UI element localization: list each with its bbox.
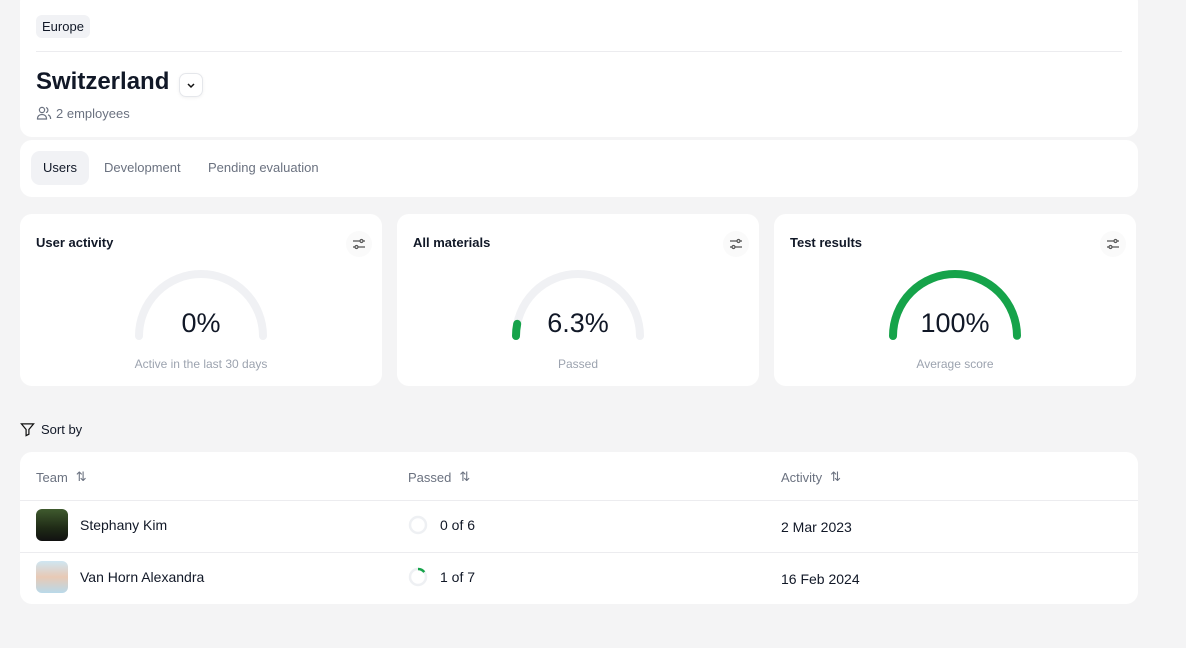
tab-bar: Users Development Pending evaluation [20,140,1138,197]
divider [36,51,1122,52]
title-dropdown-button[interactable] [179,73,203,97]
stat-subtitle: Passed [557,357,599,371]
gauge [512,270,644,340]
filter-icon [20,423,35,437]
avatar [36,509,68,541]
activity-date: 2 Mar 2023 [781,519,852,535]
stat-title: All materials [413,235,491,250]
settings-sliders-icon[interactable] [723,231,749,257]
tab-users[interactable]: Users [31,151,89,185]
stat-subtitle: Average score [916,357,994,371]
users-icon [36,106,52,120]
sort-arrows-icon: ⇅ [75,469,87,484]
table-row[interactable]: Van Horn Alexandra 1 of 7 16 Feb 2024 [20,552,1138,604]
stat-card: All materials 6.3% Passed [397,214,759,386]
table-row[interactable]: Stephany Kim 0 of 6 2 Mar 2023 [20,500,1138,552]
gauge-fill [889,270,1021,340]
gauge-track [512,270,644,340]
activity-date: 16 Feb 2024 [781,571,860,587]
progress-ring [408,567,428,587]
user-name: Stephany Kim [80,517,168,533]
stat-title: User activity [36,235,114,250]
header-card: Europe Switzerland 2 employees [20,0,1138,137]
user-name: Van Horn Alexandra [80,569,205,585]
column-header-team[interactable]: Team ⇅ [36,469,87,485]
column-header-passed[interactable]: Passed ⇅ [408,469,470,485]
column-label: Activity [781,469,823,485]
settings-sliders-icon[interactable] [1100,231,1126,257]
column-label: Passed [408,469,452,485]
tab-pending-evaluation[interactable]: Pending evaluation [208,160,319,175]
stat-value: 0% [181,308,221,338]
stat-subtitle: Active in the last 30 days [134,357,268,371]
column-header-activity[interactable]: Activity ⇅ [781,469,841,485]
column-label: Team [36,469,68,485]
ring-fill [408,567,428,587]
region-badge[interactable]: Europe [36,15,90,38]
users-table: Team ⇅ Passed ⇅ Activity ⇅ Stephany Kim 0 o… [20,452,1138,604]
sort-arrows-icon: ⇅ [459,469,471,484]
employee-count: 2 employees [36,105,130,121]
gauge-track [135,270,267,340]
passed-count: 0 of 6 [440,517,476,533]
chevron-down-icon [187,83,195,89]
sort-by-button[interactable]: Sort by [20,422,82,437]
stat-value: 6.3% [547,308,609,338]
tab-development[interactable]: Development [104,160,181,175]
stat-value: 100% [920,308,990,338]
avatar [36,561,68,593]
settings-sliders-icon[interactable] [346,231,372,257]
ring-track [408,515,428,535]
page-title: Switzerland [36,68,170,95]
stat-card: User activity 0% Active in the last 30 d… [20,214,382,386]
stat-title: Test results [790,235,863,250]
progress-ring [408,515,428,535]
gauge [889,270,1021,340]
stat-card: Test results 100% Average score [774,214,1136,386]
employee-count-text: 2 employees [56,105,130,121]
sort-by-label: Sort by [41,422,83,437]
gauge [135,270,267,340]
passed-count: 1 of 7 [440,569,476,585]
sort-arrows-icon: ⇅ [830,469,842,484]
